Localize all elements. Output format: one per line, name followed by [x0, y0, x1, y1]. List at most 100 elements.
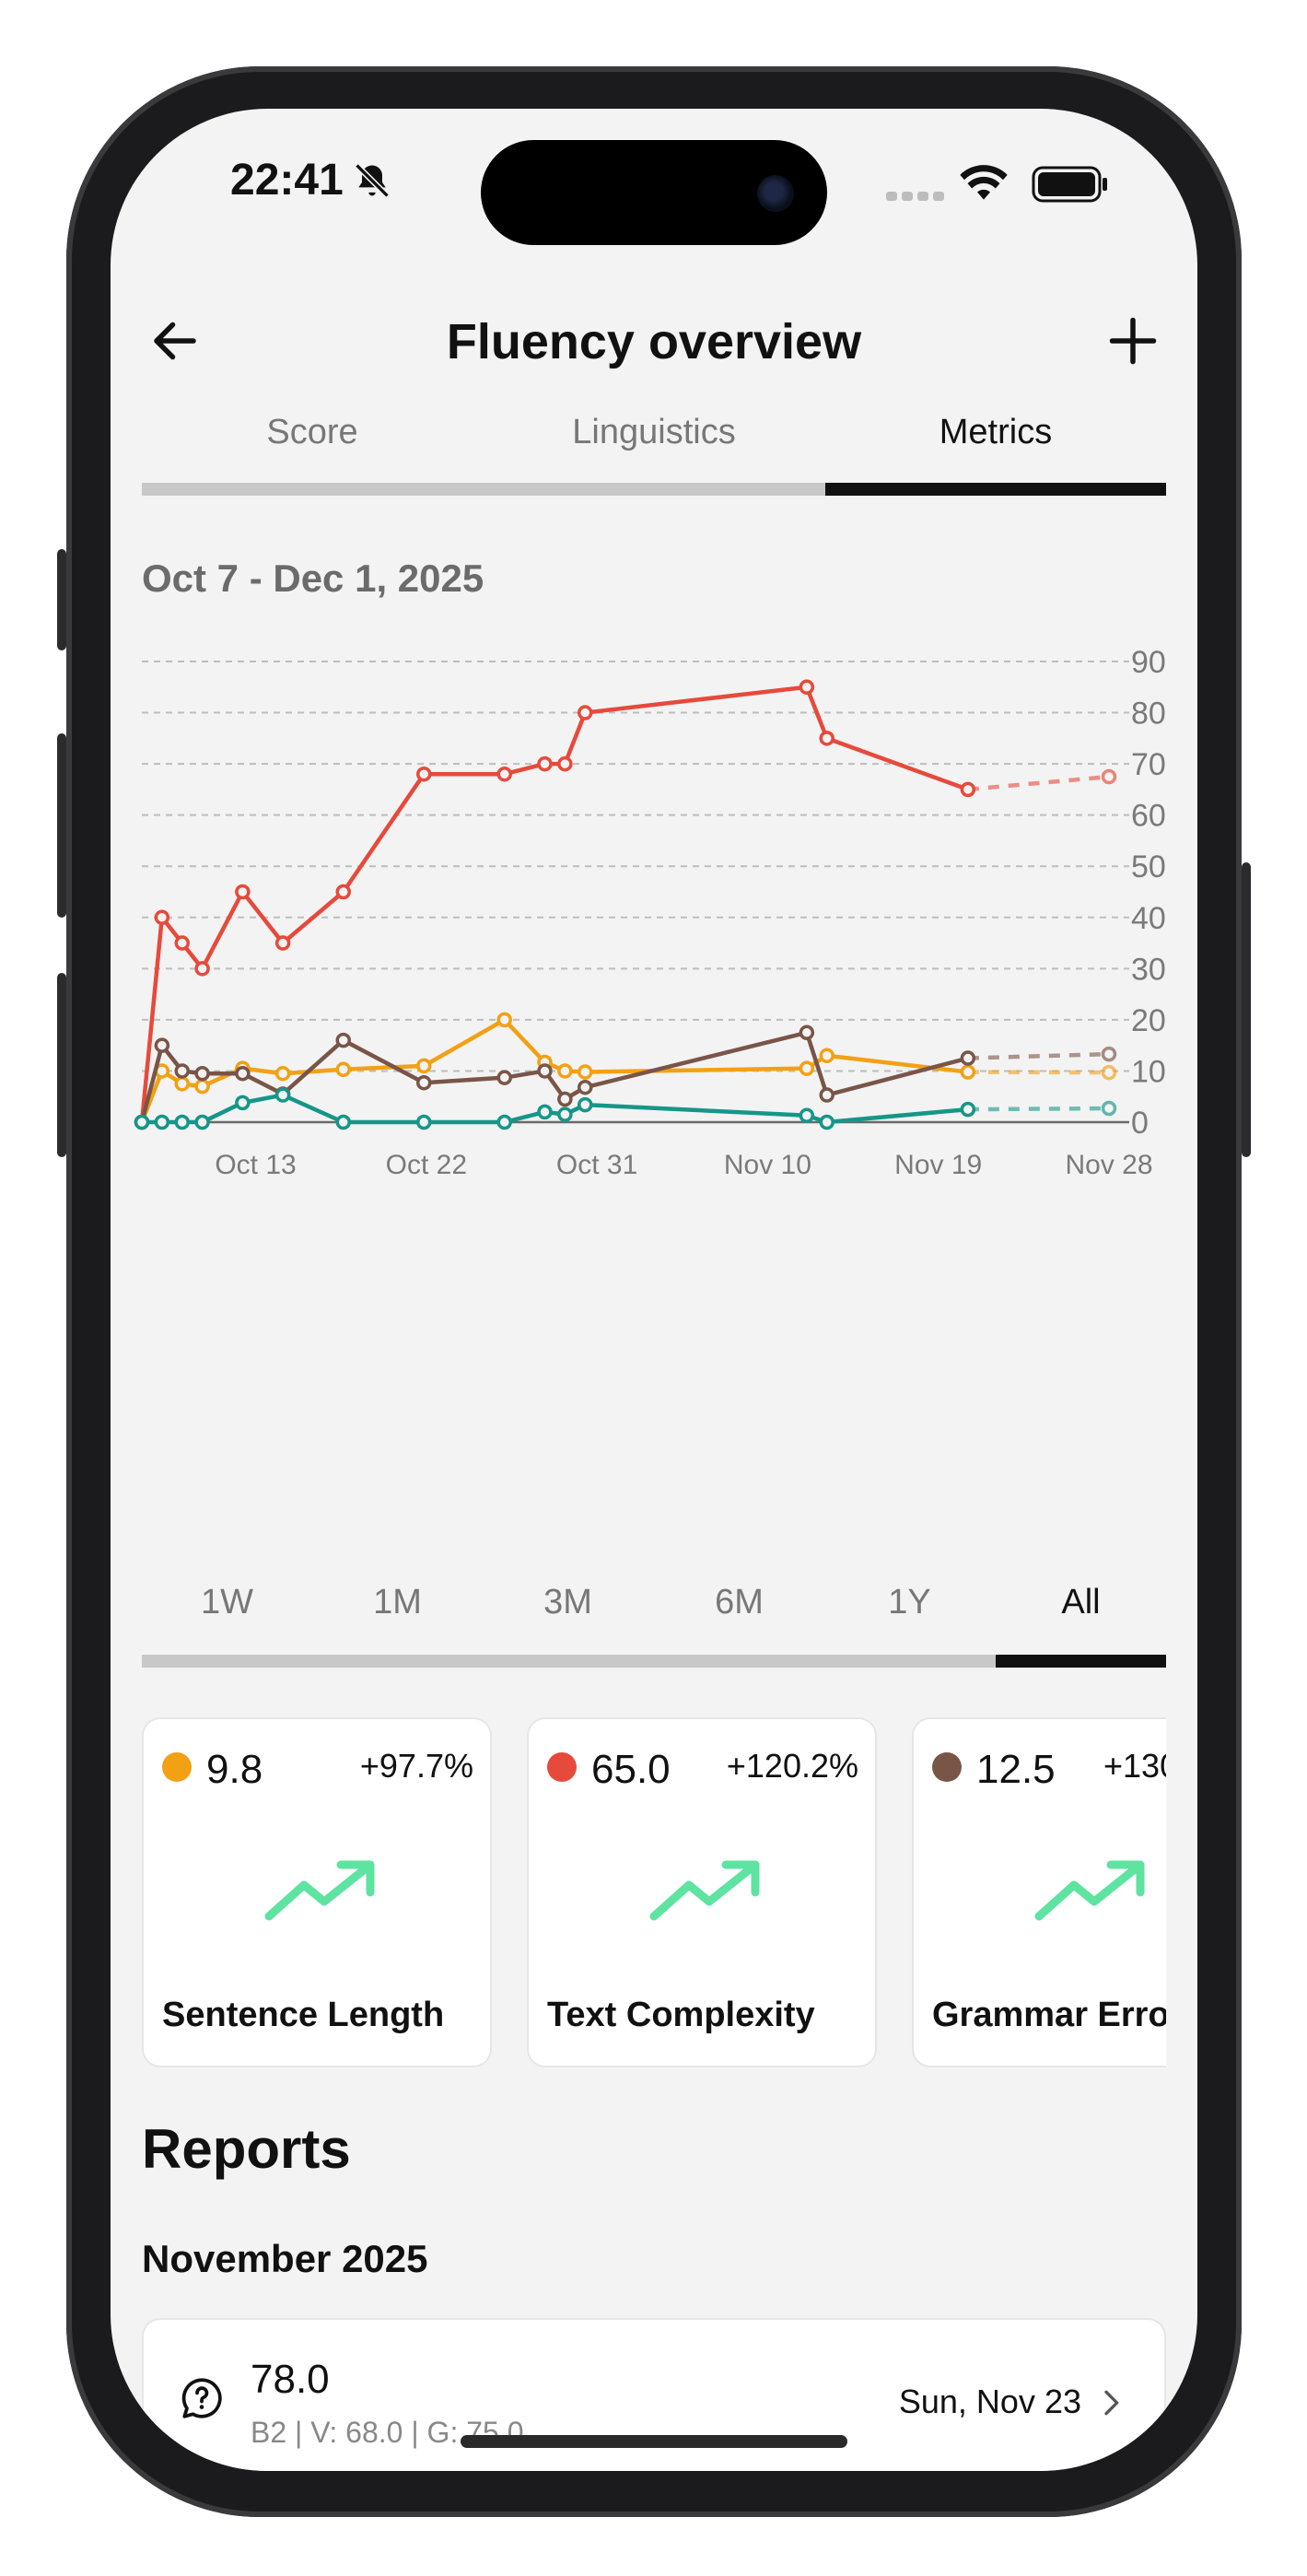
volume-down-button	[57, 973, 66, 1157]
series-color-dot	[162, 1752, 192, 1782]
projection-point	[1101, 768, 1117, 785]
tab-bar: Score Linguistics Metrics	[142, 413, 1166, 505]
data-point	[416, 766, 432, 782]
header-bar: Fluency overview	[111, 293, 1197, 385]
range-1m[interactable]: 1M	[373, 1583, 422, 1622]
range-1y[interactable]: 1Y	[888, 1583, 931, 1622]
data-point	[960, 1050, 976, 1066]
series-color-dot	[547, 1752, 577, 1782]
data-point	[174, 1076, 190, 1092]
data-point	[557, 1063, 573, 1079]
metric-change: +130	[1103, 1747, 1166, 1785]
projection-point	[1101, 1100, 1117, 1117]
data-point	[416, 1074, 432, 1091]
data-point	[799, 1025, 815, 1041]
data-point	[537, 755, 553, 772]
home-indicator	[461, 2435, 847, 2448]
report-date: Sun, Nov 23	[898, 2383, 1081, 2420]
power-button	[1242, 862, 1251, 1157]
tab-metrics[interactable]: Metrics	[939, 413, 1053, 451]
data-point	[416, 1114, 432, 1130]
camera-icon	[757, 175, 794, 212]
dynamic-island	[481, 140, 827, 245]
data-point	[194, 1078, 210, 1095]
projection-point	[1101, 1046, 1117, 1062]
x-tick-label: Nov 10	[724, 1150, 811, 1180]
battery-icon	[1032, 166, 1107, 203]
data-point	[819, 1048, 834, 1064]
status-time: 22:41	[230, 156, 344, 205]
series-projection-line	[967, 1051, 1110, 1060]
data-point	[578, 1079, 593, 1095]
y-tick-label: 60	[1131, 799, 1166, 834]
y-tick-label: 80	[1131, 697, 1166, 732]
range-all[interactable]: All	[1061, 1583, 1101, 1622]
data-point	[578, 705, 593, 720]
series-projection-line	[967, 1070, 1110, 1075]
data-point	[557, 1091, 573, 1107]
range-1w[interactable]: 1W	[201, 1583, 253, 1622]
metric-change: +97.7%	[359, 1747, 473, 1785]
chat-question-icon	[181, 2378, 222, 2418]
metric-label: Grammar Erro	[932, 1996, 1166, 2034]
volume-up-button	[57, 733, 66, 918]
metrics-line-chart: 0 10 20 30 40 50 60 70 80 90 Oct 13 Oct 22 Oct 31 Nov…	[134, 645, 1166, 1180]
data-point	[274, 935, 291, 951]
y-tick-label: 70	[1131, 747, 1166, 782]
tab-score[interactable]: Score	[266, 413, 358, 451]
metric-value: 9.8	[206, 1747, 263, 1792]
data-point	[799, 679, 815, 696]
data-point	[174, 1063, 190, 1079]
series-projection-line	[967, 1106, 1110, 1112]
metric-card-text-complexity[interactable]: 65.0 +120.2% Text Complexity	[527, 1717, 877, 2067]
reports-month-heading: November 2025	[142, 2237, 428, 2280]
data-point	[819, 1087, 834, 1103]
x-tick-label: Oct 31	[556, 1150, 637, 1180]
report-score: 78.0	[251, 2357, 330, 2402]
y-tick-label: 20	[1131, 1003, 1166, 1038]
tab-linguistics[interactable]: Linguistics	[572, 413, 736, 451]
report-list-item[interactable]: 78.0 B2 | V: 68.0 | G: 75.0 Sun, Nov 23	[142, 2318, 1166, 2471]
back-arrow-icon[interactable]	[147, 313, 203, 369]
page-title: Fluency overview	[446, 314, 862, 369]
metric-value: 65.0	[591, 1747, 671, 1792]
data-point	[496, 1070, 512, 1085]
series-line	[139, 1030, 969, 1123]
data-point	[416, 1058, 432, 1074]
x-tick-label: Oct 22	[386, 1150, 467, 1180]
data-point	[819, 731, 834, 746]
data-point	[819, 1114, 834, 1130]
range-3m[interactable]: 3M	[543, 1583, 592, 1622]
data-point	[960, 781, 976, 798]
reports-heading: Reports	[142, 2118, 351, 2180]
projection-point	[1101, 1064, 1117, 1081]
data-point	[274, 1087, 291, 1103]
data-point	[537, 1063, 553, 1079]
metric-card-sentence-length[interactable]: 9.8 +97.7% Sentence Length	[142, 1717, 492, 2067]
metric-cards-carousel[interactable]: 9.8 +97.7% Sentence Length 65.0 +120.2% …	[142, 1717, 1166, 2067]
data-point	[557, 755, 573, 772]
mute-switch	[57, 549, 66, 650]
data-point	[194, 1114, 210, 1130]
y-tick-label: 0	[1131, 1106, 1149, 1141]
metric-value: 12.5	[976, 1747, 1056, 1792]
trending-up-icon	[649, 1860, 760, 1921]
data-point	[235, 1095, 251, 1111]
x-tick-label: Oct 13	[215, 1150, 296, 1180]
range-6m[interactable]: 6M	[715, 1583, 764, 1622]
series-color-dot	[932, 1752, 962, 1782]
data-point	[134, 1114, 150, 1130]
metric-card-grammar-errors[interactable]: 12.5 +130 Grammar Erro	[912, 1717, 1166, 2067]
plus-icon[interactable]	[1105, 313, 1161, 369]
time-range-selector: 1W 1M 3M 6M 1Y All	[142, 1583, 1166, 1675]
cellular-signal-icon	[886, 192, 944, 201]
x-tick-label: Nov 28	[1065, 1150, 1152, 1180]
chevron-right-icon	[1104, 2390, 1119, 2416]
range-active-indicator	[996, 1655, 1166, 1668]
y-tick-label: 40	[1131, 901, 1166, 936]
data-point	[557, 1107, 573, 1122]
data-point	[174, 1114, 190, 1130]
data-point	[496, 1114, 512, 1130]
data-point	[274, 1065, 291, 1082]
data-point	[799, 1107, 815, 1124]
